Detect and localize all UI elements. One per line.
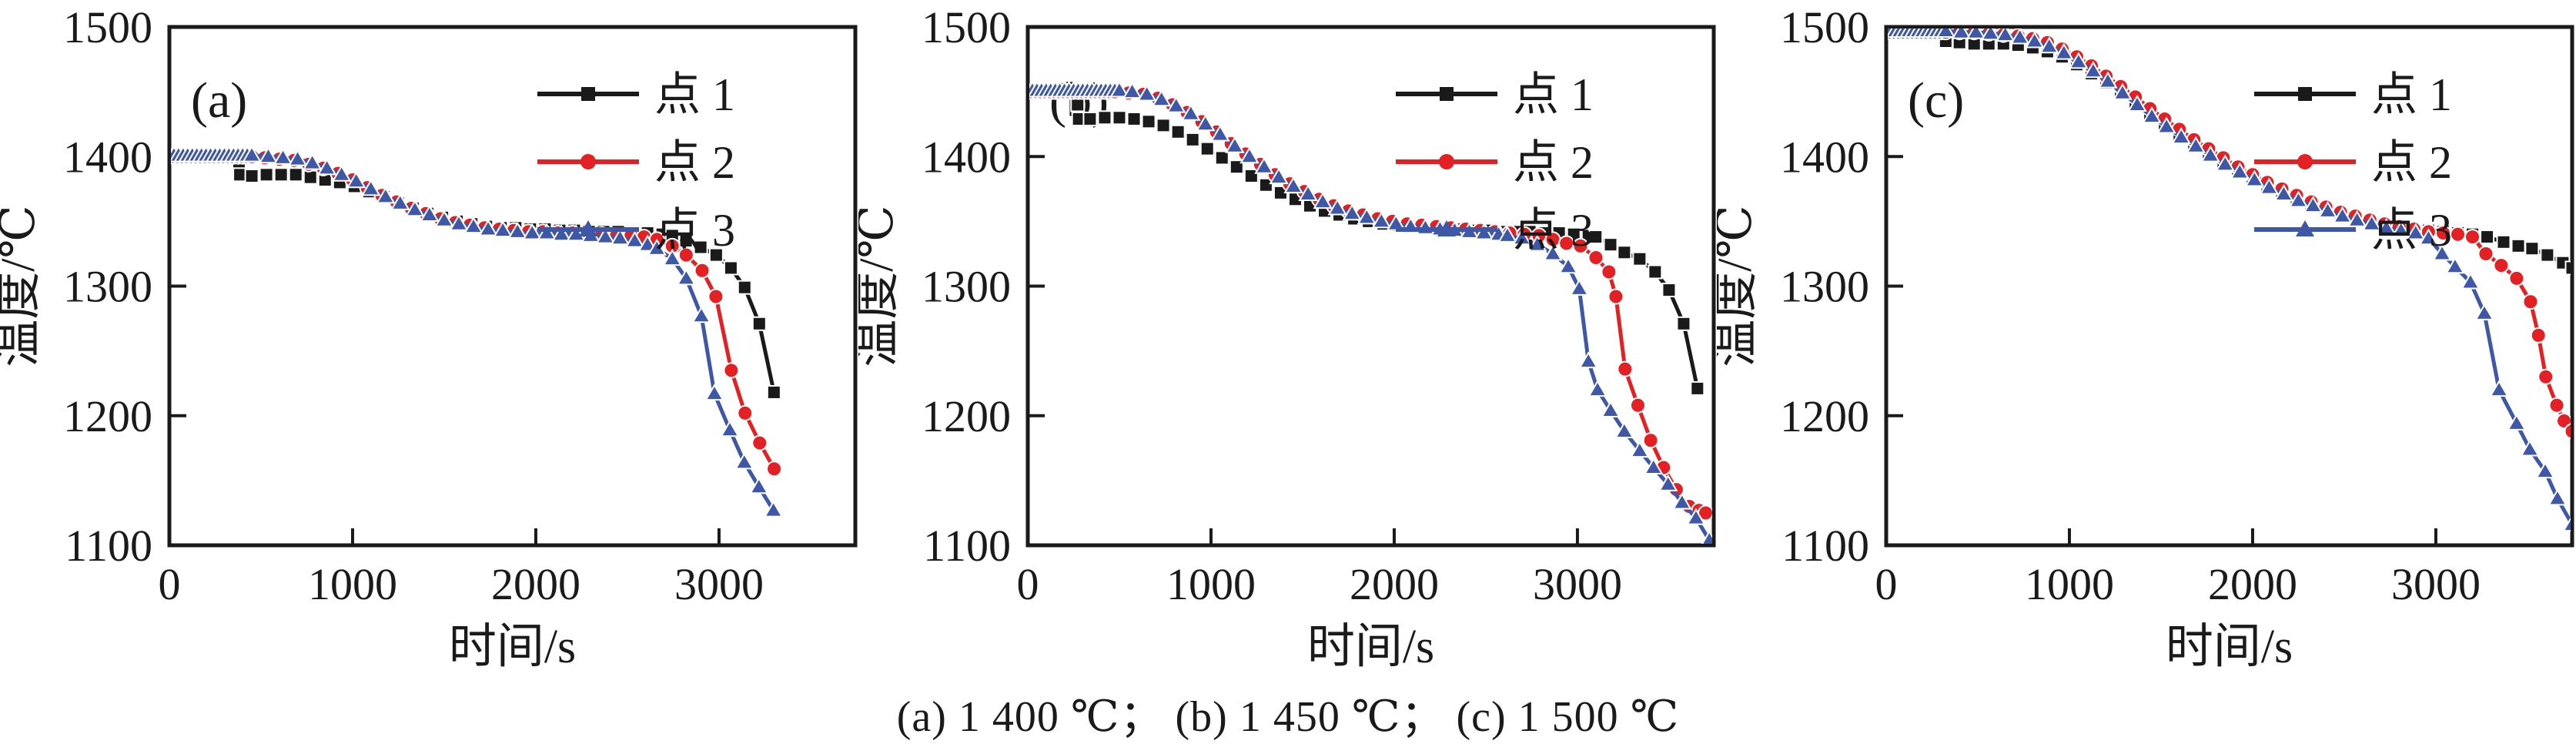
panel-label: (a) [191, 72, 247, 129]
legend-label: 点 1 [1513, 69, 1594, 120]
x-tick-label: 1000 [2025, 559, 2114, 609]
y-tick-label: 1300 [1780, 262, 1869, 312]
x-tick-label: 1000 [308, 559, 397, 609]
y-tick-label: 1400 [1780, 132, 1869, 182]
x-tick-label: 3000 [2391, 559, 2481, 609]
legend: 点 1 点 2 点 3 [2254, 69, 2452, 256]
series-点-1 [1029, 84, 1705, 396]
legend: 点 1 点 2 点 3 [537, 69, 735, 256]
x-tick-label: 2000 [1350, 559, 1439, 609]
y-tick-label: 1100 [923, 521, 1011, 571]
y-tick-label: 1200 [922, 391, 1011, 441]
series-点-2 [1029, 83, 1712, 521]
y-tick-label: 1400 [922, 132, 1011, 182]
x-tick-label: 1000 [1166, 559, 1256, 609]
series-点-2 [1888, 28, 2571, 440]
legend-label: 点 1 [654, 69, 735, 120]
series-点-2 [171, 148, 783, 478]
y-tick-label: 1500 [922, 2, 1011, 52]
y-tick-label: 1500 [1780, 2, 1869, 52]
axes: 0 1000 2000 3000 1100 1200 1300 1400 1500 时间/s 温度/… [1717, 2, 2574, 673]
legend: 点 1 点 2 点 3 [1396, 69, 1594, 256]
legend-label: 点 2 [1513, 137, 1594, 188]
series-点-3 [171, 145, 784, 518]
chart-a: 0 1000 2000 3000 1100 1200 1300 1400 1500 时间/s 温度/… [0, 2, 858, 673]
x-tick-label: 2000 [2208, 559, 2297, 609]
legend-label: 点 2 [2371, 137, 2452, 188]
panel-c: 0 1000 2000 3000 1100 1200 1300 1400 1500 时间/s 温度/… [1717, 0, 2575, 682]
axes: 0 1000 2000 3000 1100 1200 1300 1400 1500 时间/s 温度/… [858, 2, 1716, 673]
panel-b: 0 1000 2000 3000 1100 1200 1300 1400 1500 时间/s 温度/… [858, 0, 1717, 682]
legend-label: 点 1 [2371, 69, 2452, 120]
y-tick-label: 1200 [1780, 391, 1869, 441]
x-tick-label: 0 [1017, 559, 1039, 609]
y-tick-label: 1400 [63, 132, 152, 182]
legend-label: 点 3 [1513, 205, 1594, 256]
y-tick-label: 1300 [922, 262, 1011, 312]
x-axis-title: 时间/s [2166, 621, 2293, 673]
x-tick-label: 3000 [674, 559, 764, 609]
panel-label: (c) [1908, 72, 1964, 129]
x-tick-label: 0 [159, 559, 181, 609]
chart-b: 0 1000 2000 3000 1100 1200 1300 1400 1500 时间/s 温度/… [858, 2, 1716, 673]
y-tick-label: 1100 [65, 521, 152, 571]
x-tick-label: 2000 [491, 559, 580, 609]
legend-label: 点 3 [654, 205, 735, 256]
y-tick-label: 1100 [1781, 521, 1869, 571]
y-tick-label: 1300 [63, 262, 152, 312]
x-tick-label: 3000 [1533, 559, 1622, 609]
y-axis-title: 温度/℃ [0, 205, 45, 367]
y-axis-title: 温度/℃ [1717, 205, 1761, 367]
legend-label: 点 3 [2371, 205, 2452, 256]
x-tick-label: 0 [1875, 559, 1898, 609]
series-点-3 [1888, 28, 2571, 532]
chart-c: 0 1000 2000 3000 1100 1200 1300 1400 1500 时间/s 温度/… [1717, 2, 2574, 673]
x-axis-title: 时间/s [1307, 621, 1434, 673]
axes: 0 1000 2000 3000 1100 1200 1300 1400 1500 时间/s 温度/… [0, 2, 858, 673]
y-tick-label: 1200 [63, 391, 152, 441]
series-点-3 [1029, 80, 1712, 544]
legend-label: 点 2 [654, 137, 735, 188]
figure-panels: 0 1000 2000 3000 1100 1200 1300 1400 1500 时间/s 温度/… [0, 0, 2575, 682]
panel-a: 0 1000 2000 3000 1100 1200 1300 1400 1500 时间/s 温度/… [0, 0, 858, 682]
x-axis-title: 时间/s [449, 621, 576, 673]
figure-caption: (a) 1 400 ℃； (b) 1 450 ℃； (c) 1 500 ℃ [896, 693, 1680, 741]
y-tick-label: 1500 [63, 2, 152, 52]
y-axis-title: 温度/℃ [858, 205, 903, 367]
